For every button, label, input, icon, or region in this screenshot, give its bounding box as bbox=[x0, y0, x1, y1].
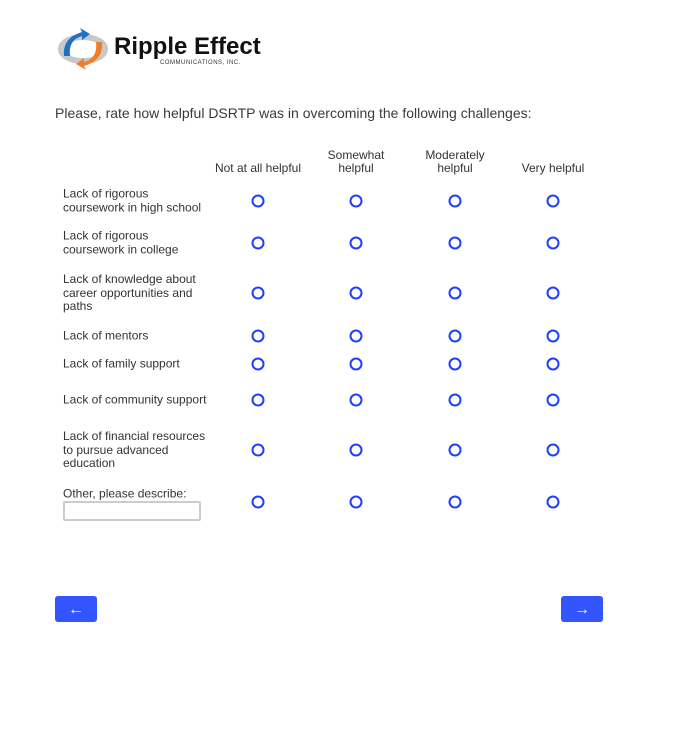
rating-radio[interactable] bbox=[546, 357, 560, 371]
rating-radio[interactable] bbox=[448, 286, 462, 300]
row-label: Other, please describe: bbox=[63, 486, 187, 501]
rating-radio[interactable] bbox=[349, 393, 363, 407]
column-header: Moderately helpful bbox=[425, 148, 485, 175]
row-label: Lack of community support bbox=[63, 392, 207, 407]
svg-text:Ripple Effect: Ripple Effect bbox=[114, 33, 261, 60]
rating-radio[interactable] bbox=[349, 286, 363, 300]
rating-radio[interactable] bbox=[448, 329, 462, 343]
rating-radio[interactable] bbox=[546, 329, 560, 343]
column-header: Not at all helpful bbox=[214, 161, 302, 175]
rating-radio[interactable] bbox=[546, 393, 560, 407]
rating-radio[interactable] bbox=[349, 357, 363, 371]
rating-radio[interactable] bbox=[546, 443, 560, 457]
rating-radio[interactable] bbox=[546, 286, 560, 300]
svg-text:COMMUNICATIONS, INC.: COMMUNICATIONS, INC. bbox=[160, 60, 241, 66]
back-button[interactable]: ← bbox=[55, 596, 97, 622]
other-describe-input[interactable] bbox=[63, 501, 201, 521]
rating-radio[interactable] bbox=[251, 357, 265, 371]
rating-radio[interactable] bbox=[349, 443, 363, 457]
rating-radio[interactable] bbox=[251, 236, 265, 250]
rating-radio[interactable] bbox=[349, 495, 363, 509]
rating-radio[interactable] bbox=[546, 194, 560, 208]
ripple-effect-logo: Ripple Effect COMMUNICATIONS, INC. bbox=[58, 28, 261, 70]
rating-radio[interactable] bbox=[251, 286, 265, 300]
rating-radio[interactable] bbox=[251, 194, 265, 208]
question-text: Please, rate how helpful DSRTP was in ov… bbox=[55, 105, 532, 121]
column-header: Very helpful bbox=[521, 161, 585, 175]
rating-radio[interactable] bbox=[251, 329, 265, 343]
rating-radio[interactable] bbox=[251, 443, 265, 457]
rating-radio[interactable] bbox=[349, 194, 363, 208]
rating-radio[interactable] bbox=[448, 236, 462, 250]
row-label: Lack of mentors bbox=[63, 328, 149, 343]
rating-radio[interactable] bbox=[448, 495, 462, 509]
rating-radio[interactable] bbox=[251, 495, 265, 509]
rating-radio[interactable] bbox=[546, 236, 560, 250]
row-label: Lack of rigorous coursework in college bbox=[63, 228, 179, 256]
rating-radio[interactable] bbox=[546, 495, 560, 509]
column-header: Somewhat helpful bbox=[327, 148, 385, 175]
rating-radio[interactable] bbox=[448, 393, 462, 407]
rating-radio[interactable] bbox=[251, 393, 265, 407]
rating-radio[interactable] bbox=[448, 357, 462, 371]
row-label: Lack of financial resources to pursue ad… bbox=[63, 428, 206, 470]
row-label: Lack of rigorous coursework in high scho… bbox=[63, 186, 202, 214]
next-button[interactable]: → bbox=[561, 596, 603, 622]
rating-radio[interactable] bbox=[448, 443, 462, 457]
row-label: Lack of family support bbox=[63, 356, 180, 371]
rating-radio[interactable] bbox=[349, 236, 363, 250]
row-label: Lack of knowledge about career opportuni… bbox=[63, 271, 196, 313]
rating-radio[interactable] bbox=[349, 329, 363, 343]
rating-radio[interactable] bbox=[448, 194, 462, 208]
